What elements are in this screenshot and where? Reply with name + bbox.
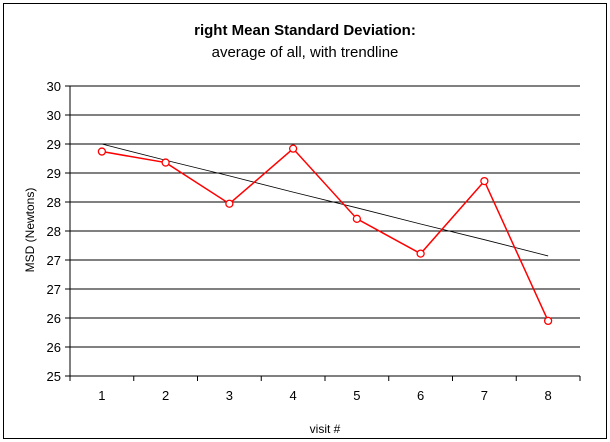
- data-point: [480, 176, 489, 186]
- trendline-path: [101, 143, 549, 257]
- x-tick-label: 8: [545, 388, 552, 403]
- x-tick-label: 6: [417, 388, 424, 403]
- y-tick-label: 30: [47, 79, 61, 94]
- y-tick-label: 25: [47, 369, 61, 384]
- series-line: [101, 147, 549, 322]
- x-tick-label: 7: [481, 388, 488, 403]
- data-point: [416, 249, 425, 258]
- data-point: [352, 214, 362, 223]
- y-tick-label: 30: [47, 108, 61, 123]
- data-point: [97, 147, 107, 156]
- x-tick-label: 4: [290, 388, 297, 403]
- x-tick-label: 1: [98, 388, 105, 403]
- trendline: [101, 143, 549, 257]
- series-msd: [97, 144, 553, 326]
- x-tick-label: 2: [162, 388, 169, 403]
- data-point: [543, 316, 553, 326]
- y-axis-label: MSD (Newtons): [23, 188, 37, 273]
- y-tick-label: 29: [47, 166, 61, 181]
- x-tick-label: 3: [226, 388, 233, 403]
- y-tick-label: 27: [47, 253, 61, 268]
- y-tick-label: 28: [47, 195, 61, 210]
- x-tick-labels: 1 2 3 4 5 6 7 8: [98, 388, 551, 403]
- axes: [65, 85, 581, 381]
- y-tick-label: 26: [47, 311, 61, 326]
- y-tick-labels: 30 30 29 29 28 28 27 27 26 26 25: [47, 79, 61, 384]
- y-tick-label: 29: [47, 137, 61, 152]
- x-axis-label: visit #: [310, 422, 341, 436]
- y-tick-label: 26: [47, 340, 61, 355]
- chart-title: right Mean Standard Deviation:: [194, 22, 416, 39]
- chart-subtitle: average of all, with trendline: [211, 44, 399, 61]
- y-tick-label: 28: [47, 224, 61, 239]
- data-point: [225, 199, 234, 208]
- x-tick-label: 5: [353, 388, 360, 403]
- data-point: [288, 144, 298, 153]
- chart-frame: [3, 3, 607, 439]
- y-tick-label: 27: [47, 282, 61, 297]
- data-point: [161, 158, 170, 167]
- gridlines: [70, 85, 580, 348]
